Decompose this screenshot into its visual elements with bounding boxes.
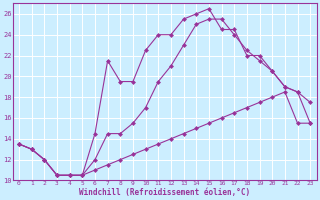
X-axis label: Windchill (Refroidissement éolien,°C): Windchill (Refroidissement éolien,°C) bbox=[79, 188, 250, 197]
